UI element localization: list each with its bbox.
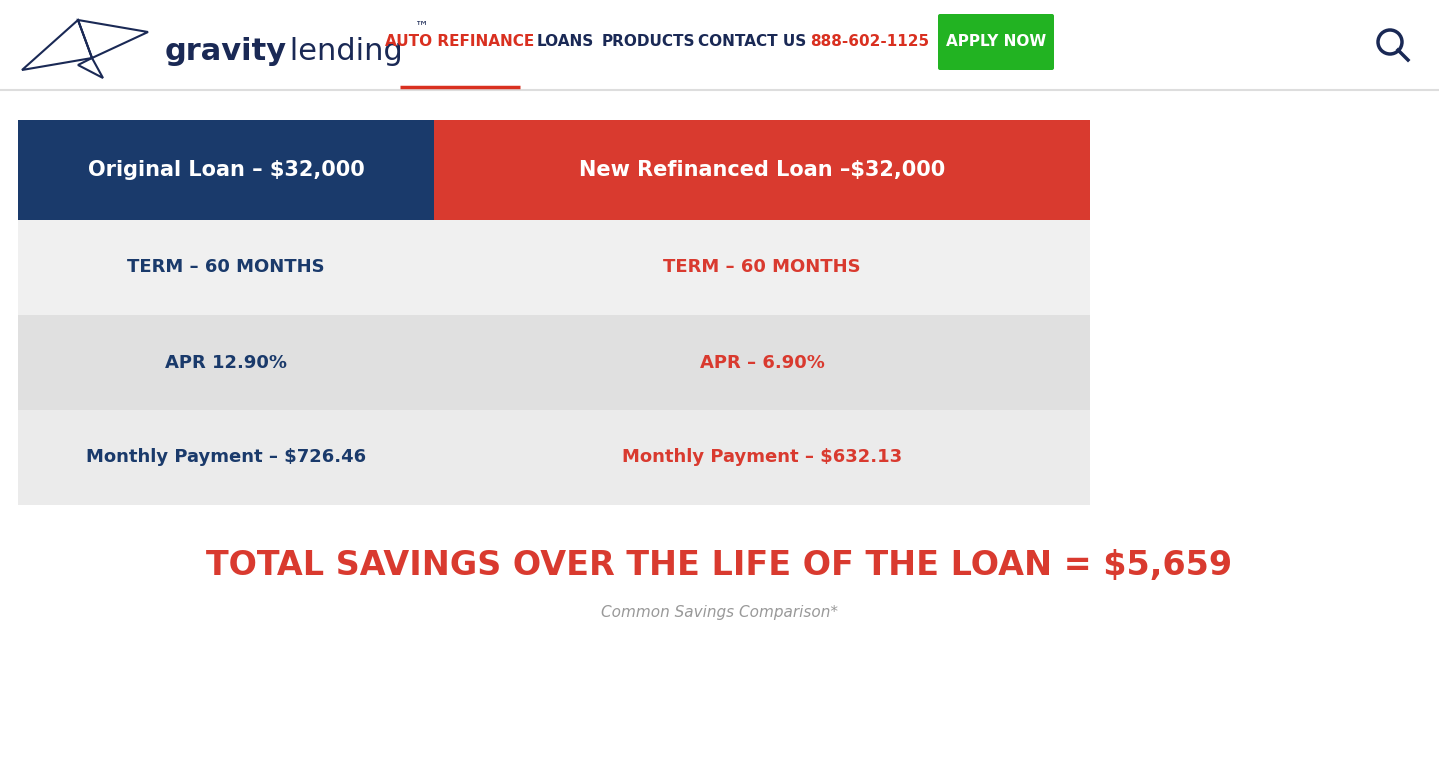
Text: LOANS: LOANS [537, 35, 594, 49]
Text: Monthly Payment – $726.46: Monthly Payment – $726.46 [86, 449, 366, 466]
Bar [19, 120, 435, 220]
Text: CONTACT US: CONTACT US [698, 35, 806, 49]
Text: Original Loan – $32,000: Original Loan – $32,000 [88, 160, 364, 180]
Text: TERM – 60 MONTHS: TERM – 60 MONTHS [127, 258, 325, 277]
Bar [19, 315, 1089, 410]
Text: ™: ™ [414, 19, 429, 33]
Text: TOTAL SAVINGS OVER THE LIFE OF THE LOAN = $5,659: TOTAL SAVINGS OVER THE LIFE OF THE LOAN … [206, 549, 1233, 581]
Text: lending: lending [281, 37, 403, 67]
FancyBboxPatch shape [938, 14, 1053, 70]
Text: APR 12.90%: APR 12.90% [165, 353, 286, 371]
Bar [435, 120, 1089, 220]
Text: Common Savings Comparison*: Common Savings Comparison* [602, 606, 837, 621]
Text: TERM – 60 MONTHS: TERM – 60 MONTHS [663, 258, 861, 277]
Text: Monthly Payment – $632.13: Monthly Payment – $632.13 [622, 449, 902, 466]
Text: PRODUCTS: PRODUCTS [602, 35, 695, 49]
Text: gravity: gravity [165, 37, 288, 67]
Bar [19, 220, 1089, 315]
Text: APR – 6.90%: APR – 6.90% [699, 353, 825, 371]
Text: APPLY NOW: APPLY NOW [945, 35, 1046, 49]
Text: New Refinanced Loan –$32,000: New Refinanced Loan –$32,000 [578, 160, 945, 180]
Text: 888-602-1125: 888-602-1125 [810, 35, 930, 49]
Text: AUTO REFINANCE: AUTO REFINANCE [386, 35, 535, 49]
Bar [19, 410, 1089, 505]
